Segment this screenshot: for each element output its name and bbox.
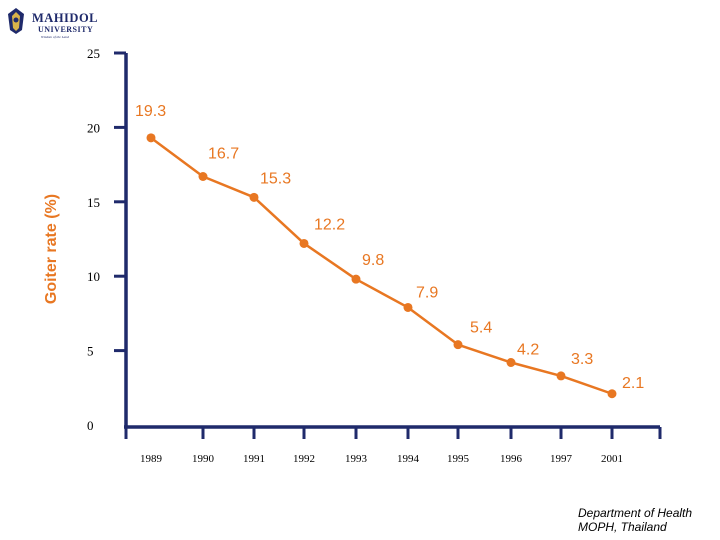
y-tick-label: 0	[87, 418, 94, 433]
data-point	[198, 172, 208, 182]
y-tick-label: 5	[87, 344, 94, 359]
x-tick-label: 1991	[243, 453, 265, 465]
data-point	[506, 358, 516, 368]
university-logo: MAHIDOL UNIVERSITY Wisdom of the Land	[4, 4, 104, 40]
data-point	[146, 133, 156, 143]
x-tick-label: 1993	[345, 453, 368, 465]
data-label: 7.9	[416, 284, 438, 301]
data-label: 3.3	[571, 351, 593, 368]
data-point	[556, 371, 566, 381]
x-tick-label: 1994	[397, 453, 420, 465]
data-label: 9.8	[362, 252, 384, 269]
y-tick-label: 10	[87, 269, 100, 284]
emblem-icon	[8, 8, 24, 34]
data-label: 5.4	[470, 320, 492, 337]
data-point	[453, 340, 463, 350]
source-note: Department of Health MOPH, Thailand	[578, 506, 692, 534]
logo-name: MAHIDOL	[32, 11, 98, 25]
source-line-2: MOPH, Thailand	[578, 520, 667, 534]
logo-motto: Wisdom of the Land	[41, 35, 69, 39]
data-label: 19.3	[135, 103, 166, 120]
data-point	[299, 238, 309, 248]
data-point	[351, 274, 361, 284]
data-label: 4.2	[517, 342, 539, 359]
x-tick-label: 1996	[500, 453, 523, 465]
source-line-1: Department of Health	[578, 506, 693, 520]
logo-sub: UNIVERSITY	[38, 25, 94, 34]
x-tick-label: 1995	[447, 453, 470, 465]
series-line	[150, 136, 613, 395]
x-tick-label: 1989	[140, 453, 163, 465]
y-axis-title: Goiter rate (%)	[43, 194, 60, 304]
data-label: 12.2	[314, 216, 345, 233]
data-point	[249, 192, 259, 202]
data-label: 16.7	[208, 146, 239, 163]
x-tick-label: 1992	[293, 453, 315, 465]
x-tick-label: 2001	[601, 453, 623, 465]
y-tick-label: 15	[87, 195, 100, 210]
data-point	[607, 389, 617, 399]
data-label: 2.1	[622, 375, 644, 392]
data-point	[403, 302, 413, 312]
data-label: 15.3	[260, 170, 291, 187]
y-tick-label: 25	[87, 46, 100, 61]
x-tick-label: 1997	[550, 453, 573, 465]
x-tick-label: 1990	[192, 453, 215, 465]
y-tick-label: 20	[87, 120, 100, 135]
